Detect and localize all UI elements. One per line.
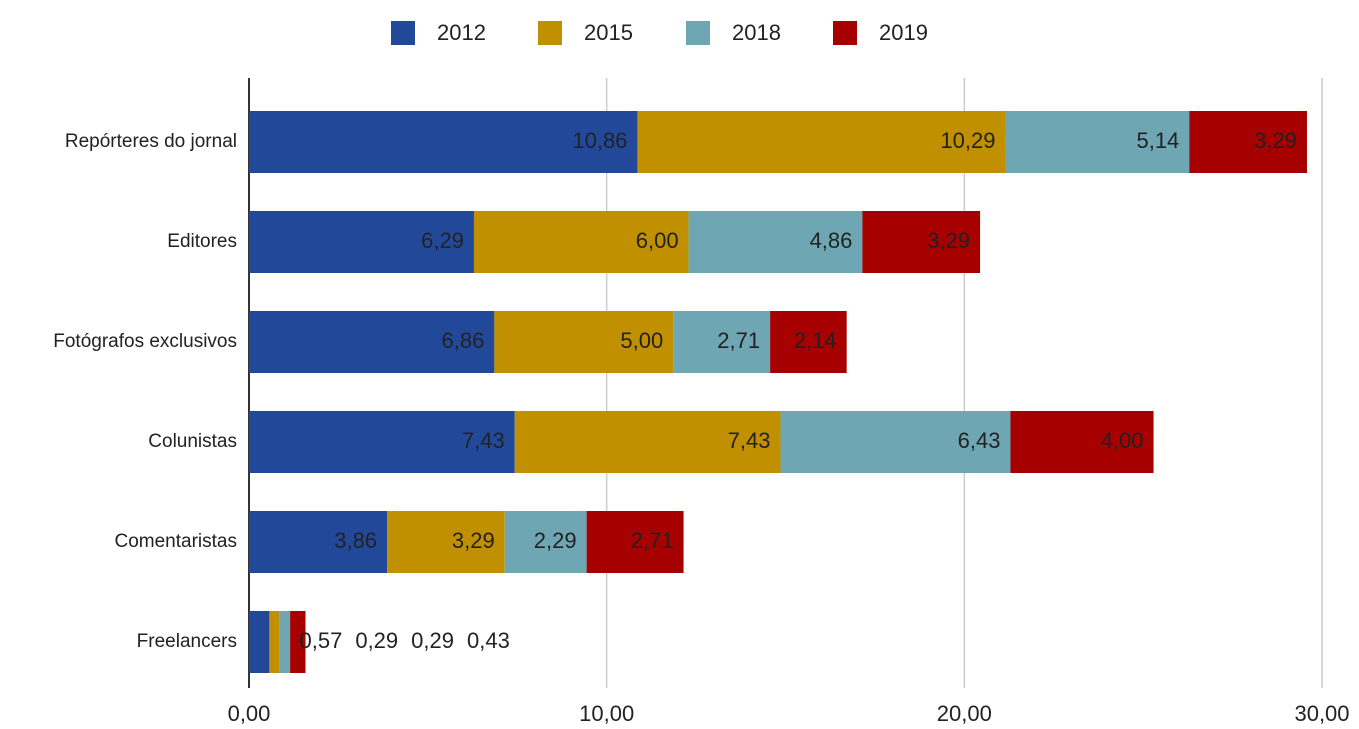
- bar-segment: [249, 411, 515, 473]
- bar-segment: [637, 111, 1006, 173]
- data-label: 3,86: [334, 528, 377, 553]
- legend-label: 2019: [879, 20, 928, 45]
- data-label: 10,29: [940, 128, 995, 153]
- bar-segment: [249, 511, 388, 573]
- data-label: 7,43: [462, 428, 505, 453]
- bar-segment: [290, 611, 306, 673]
- bar-segment: [586, 511, 684, 573]
- bar-segment: [387, 511, 505, 573]
- data-label: 0,57: [300, 628, 343, 653]
- data-label: 3,29: [1254, 128, 1297, 153]
- data-label: 2,71: [717, 328, 760, 353]
- bar-segment: [780, 411, 1011, 473]
- bar-segment: [249, 111, 638, 173]
- data-label: 3,29: [927, 228, 970, 253]
- data-label: 0,29: [411, 628, 454, 653]
- data-label: 2,71: [631, 528, 674, 553]
- data-label: 5,00: [620, 328, 663, 353]
- data-label: 10,86: [572, 128, 627, 153]
- bar-segment: [1189, 111, 1307, 173]
- legend-swatch: [391, 21, 415, 45]
- bar-segment: [269, 611, 280, 673]
- bar-segment: [1010, 411, 1154, 473]
- data-label: 0,43: [467, 628, 510, 653]
- legend-swatch: [538, 21, 562, 45]
- bar-segment: [862, 211, 981, 273]
- data-label: 7,43: [728, 428, 771, 453]
- bar-segment: [688, 211, 863, 273]
- category-label: Repórteres do jornal: [65, 131, 237, 152]
- data-label: 3,29: [452, 528, 495, 553]
- x-tick-label: 20,00: [937, 701, 992, 726]
- data-label: 6,29: [421, 228, 464, 253]
- category-label: Freelancers: [137, 631, 237, 652]
- legend-label: 2018: [732, 20, 781, 45]
- legend-swatch: [833, 21, 857, 45]
- bar-segment: [494, 311, 674, 373]
- bar-segment: [279, 611, 291, 673]
- data-label: 5,14: [1136, 128, 1179, 153]
- data-label: 0,29: [355, 628, 398, 653]
- x-tick-label: 30,00: [1294, 701, 1349, 726]
- data-label: 2,14: [794, 328, 837, 353]
- category-label: Comentaristas: [115, 531, 238, 552]
- data-label: 4,86: [810, 228, 853, 253]
- bar-segment: [249, 211, 474, 273]
- data-label: 6,00: [636, 228, 679, 253]
- bar-segment: [473, 211, 689, 273]
- category-label: Fotógrafos exclusivos: [53, 331, 237, 352]
- data-label: 2,29: [534, 528, 577, 553]
- bar-segment: [1005, 111, 1190, 173]
- legend-swatch: [686, 21, 710, 45]
- bar-segment: [504, 511, 587, 573]
- bar-segment: [514, 411, 781, 473]
- category-label: Editores: [167, 231, 237, 252]
- data-label: 6,86: [442, 328, 485, 353]
- data-label: 4,00: [1101, 428, 1144, 453]
- category-label: Colunistas: [148, 431, 237, 452]
- bar-segment: [673, 311, 771, 373]
- x-tick-label: 0,00: [228, 701, 271, 726]
- legend-label: 2012: [437, 20, 486, 45]
- x-tick-label: 10,00: [579, 701, 634, 726]
- bar-segment: [249, 611, 270, 673]
- legend-label: 2015: [584, 20, 633, 45]
- bar-segment: [249, 311, 495, 373]
- data-label: 6,43: [958, 428, 1001, 453]
- bar-segment: [770, 311, 847, 373]
